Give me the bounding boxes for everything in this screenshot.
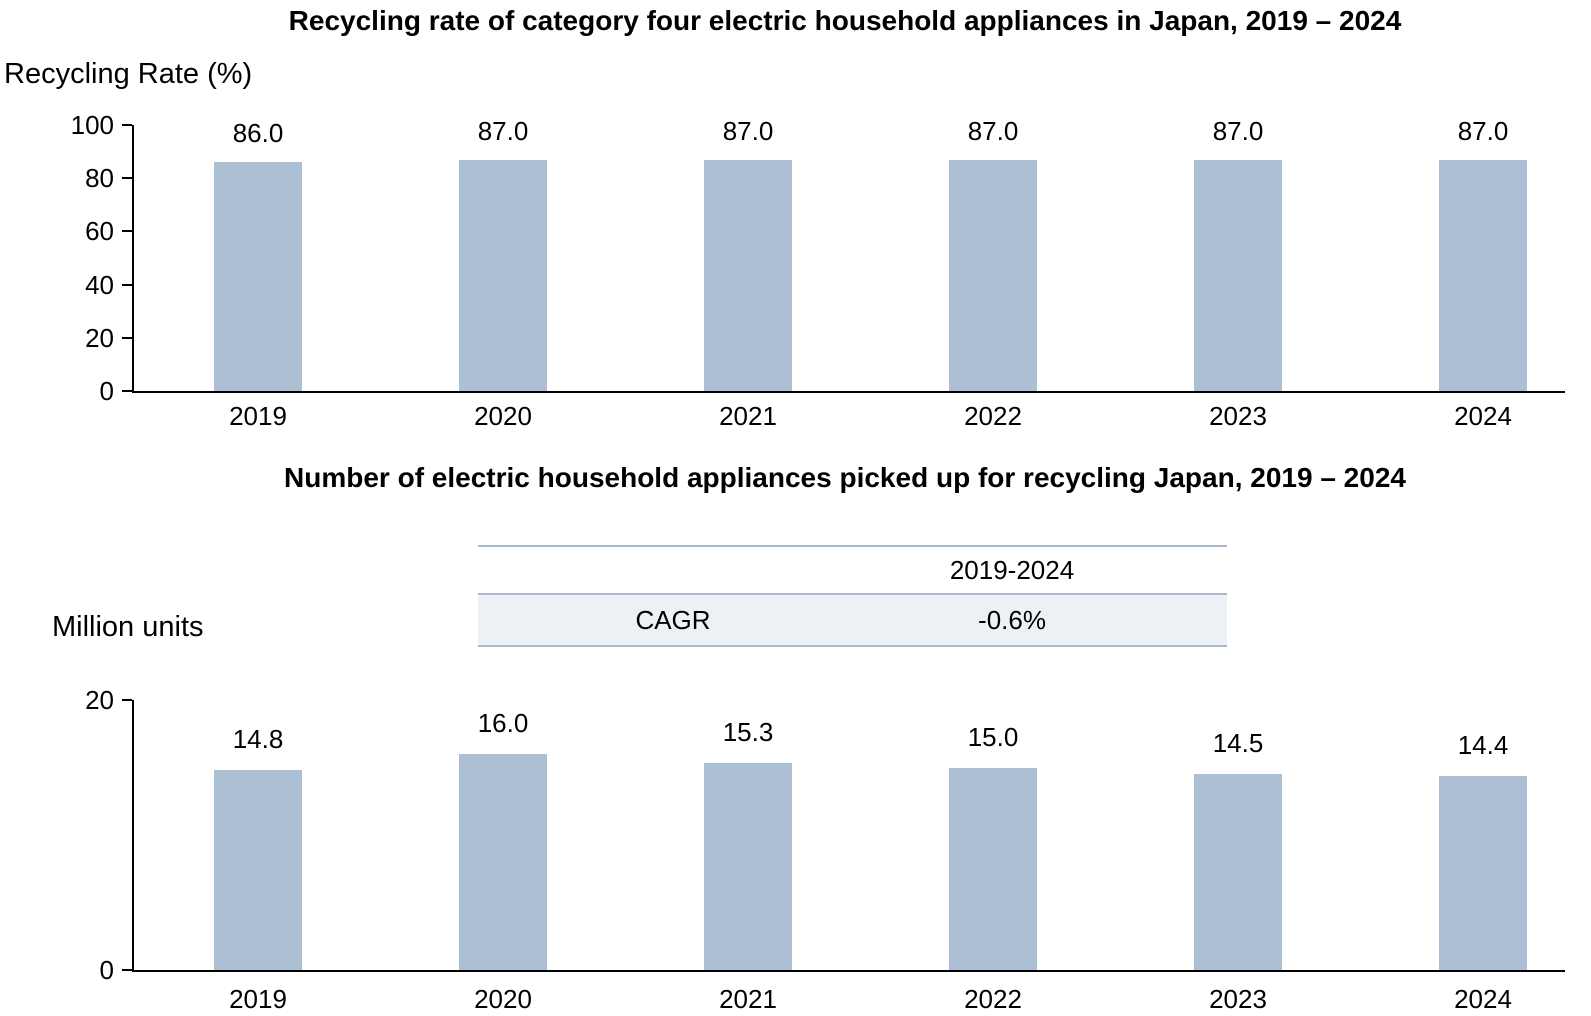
y-tick-label: 20	[85, 322, 114, 353]
cagr-table: 2019-2024 CAGR -0.6%	[478, 545, 1227, 647]
y-tick-mark	[122, 969, 132, 971]
bar-value-label: 87.0	[1457, 115, 1509, 146]
y-tick-mark	[122, 699, 132, 701]
bar-value-label: 87.0	[477, 115, 529, 146]
bar-value-label: 87.0	[967, 115, 1019, 146]
cagr-header-row: 2019-2024	[478, 547, 1227, 595]
chart1-plot-area: 0 20 40 60 80 100 86.0 2019 87.0 2020 87.0 2021 87.0…	[71, 112, 1565, 429]
bar-value-label: 14.4	[1457, 729, 1509, 760]
x-axis-label: 2021	[719, 984, 777, 1014]
bar-value-label: 15.3	[722, 717, 774, 748]
bar-value-label: 87.0	[1212, 115, 1264, 146]
cagr-value-row: CAGR -0.6%	[478, 595, 1227, 647]
bar-value-label: 87.0	[722, 115, 774, 146]
y-tick-label: 0	[99, 955, 114, 985]
chart2-y-axis-unit-label: Million units	[52, 611, 204, 643]
x-axis-label: 2019	[229, 984, 287, 1014]
bar-2024	[1439, 159, 1527, 391]
y-tick-mark	[122, 177, 132, 180]
bar-2022	[949, 159, 1037, 391]
x-axis-label: 2020	[474, 984, 532, 1014]
bar-2019	[214, 162, 302, 391]
y-tick-label: 60	[85, 216, 114, 247]
y-tick-mark	[122, 336, 132, 339]
bar-2023	[1194, 774, 1282, 970]
bar-2020	[459, 754, 547, 970]
chart2-plot-area: 0 20 14.8 2019 16.0 2020 15.3 2021 15.0 2022 14.5 2…	[85, 687, 1565, 1012]
chart2-title: Number of electric household appliances …	[284, 462, 1406, 493]
bar-2019	[214, 770, 302, 970]
x-axis-label: 2021	[719, 401, 777, 431]
cagr-row-label: CAGR	[635, 605, 711, 635]
y-tick-label: 100	[70, 110, 114, 140]
y-tick-label: 0	[99, 376, 114, 406]
x-axis-label: 2023	[1209, 401, 1267, 431]
cagr-period-header: 2019-2024	[949, 555, 1075, 585]
bar-value-label: 86.0	[232, 118, 284, 149]
bar-2021	[704, 159, 792, 391]
bar-value-label: 15.0	[967, 721, 1019, 752]
x-axis-label: 2024	[1454, 401, 1512, 431]
x-axis-label: 2020	[474, 401, 532, 431]
y-tick-mark	[122, 230, 132, 233]
y-tick-mark	[122, 390, 132, 392]
bar-2023	[1194, 159, 1282, 391]
x-axis-label: 2019	[229, 401, 287, 431]
y-tick-label: 80	[85, 163, 114, 194]
y-tick-mark	[122, 283, 132, 286]
y-tick-label: 40	[85, 269, 114, 300]
y-tick-label: 20	[85, 685, 114, 715]
chart1-y-axis-unit-label: Recycling Rate (%)	[4, 58, 253, 90]
chart1-title: Recycling rate of category four electric…	[288, 5, 1402, 36]
bar-2022	[949, 767, 1037, 970]
bar-2020	[459, 159, 547, 391]
x-axis-label: 2023	[1209, 984, 1267, 1014]
x-axis-label: 2022	[964, 401, 1022, 431]
bar-value-label: 14.8	[232, 724, 284, 755]
cagr-value: -0.6%	[978, 605, 1046, 635]
bar-2021	[704, 763, 792, 970]
bar-value-label: 16.0	[477, 708, 529, 738]
x-axis-label: 2022	[964, 984, 1022, 1014]
x-axis-label: 2024	[1454, 984, 1512, 1014]
bar-value-label: 14.5	[1212, 728, 1264, 759]
y-tick-mark	[122, 124, 132, 126]
bar-2024	[1439, 775, 1527, 970]
